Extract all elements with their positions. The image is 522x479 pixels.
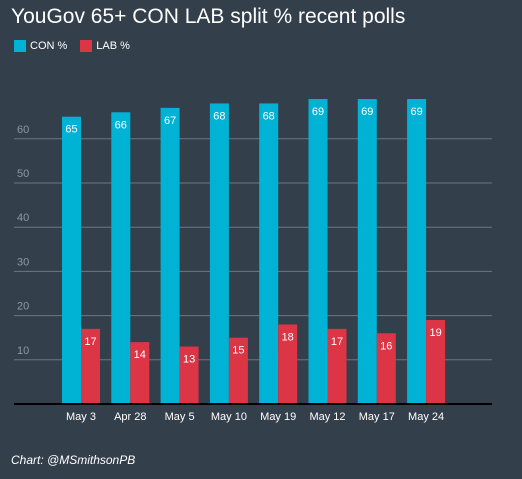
y-tick-label-40: 40 — [17, 212, 29, 224]
bar-lab-0 — [81, 328, 100, 404]
data-label-con-2: 67 — [164, 115, 176, 127]
data-label-con-6: 69 — [361, 106, 373, 118]
bar-con-0 — [62, 116, 81, 404]
bar-con-5 — [308, 99, 328, 405]
bar-con-4 — [259, 103, 279, 404]
data-label-lab-1: 14 — [134, 349, 146, 361]
x-tick-label-5: May 12 — [309, 411, 345, 423]
legend-item-lab: LAB % — [80, 40, 130, 52]
data-label-lab-5: 17 — [331, 336, 343, 348]
y-tick-label-50: 50 — [17, 168, 29, 180]
x-tick-label-0: May 3 — [66, 411, 96, 423]
bar-con-7 — [407, 99, 427, 405]
bar-lab-6 — [376, 333, 396, 404]
y-tick-label-10: 10 — [17, 345, 29, 357]
legend-swatch-con — [14, 40, 26, 52]
y-tick-label-30: 30 — [17, 256, 29, 268]
bar-lab-2 — [179, 346, 199, 404]
chart-credit: Chart: @MSmithsonPB — [11, 453, 136, 467]
x-tick-label-1: Apr 28 — [114, 411, 146, 423]
data-label-con-3: 68 — [213, 110, 225, 122]
bar-con-1 — [111, 112, 131, 404]
data-label-con-5: 69 — [312, 106, 324, 118]
x-tick-label-4: May 19 — [260, 411, 296, 423]
data-label-lab-3: 15 — [232, 345, 244, 357]
data-label-lab-2: 13 — [183, 354, 195, 366]
bar-con-3 — [209, 103, 229, 404]
bar-lab-3 — [228, 337, 248, 404]
legend-label-lab: LAB % — [96, 40, 130, 52]
x-tick-label-7: May 24 — [408, 411, 444, 423]
y-tick-label-60: 60 — [17, 124, 29, 136]
data-label-con-7: 69 — [410, 106, 422, 118]
data-label-con-1: 66 — [115, 119, 127, 131]
bar-lab-7 — [426, 320, 446, 404]
bar-lab-1 — [130, 342, 150, 404]
data-label-con-4: 68 — [263, 110, 275, 122]
data-label-lab-4: 18 — [282, 331, 294, 343]
x-tick-label-6: May 17 — [359, 411, 395, 423]
legend-label-con: CON % — [30, 40, 68, 52]
legend: CON % LAB % — [14, 40, 143, 52]
legend-item-con: CON % — [14, 40, 67, 52]
data-label-lab-0: 17 — [84, 336, 96, 348]
x-tick-label-2: May 5 — [165, 411, 195, 423]
bar-con-6 — [357, 99, 377, 405]
data-label-lab-7: 19 — [429, 327, 441, 339]
bar-lab-4 — [278, 324, 298, 404]
bar-con-2 — [160, 107, 180, 405]
legend-swatch-lab — [80, 40, 93, 52]
bar-lab-5 — [327, 328, 347, 404]
x-tick-label-3: May 10 — [211, 411, 247, 423]
y-tick-label-20: 20 — [17, 301, 29, 313]
chart-title: YouGov 65+ CON LAB split % recent polls — [11, 5, 406, 28]
data-label-lab-6: 16 — [380, 340, 392, 352]
data-label-con-0: 65 — [65, 124, 77, 136]
